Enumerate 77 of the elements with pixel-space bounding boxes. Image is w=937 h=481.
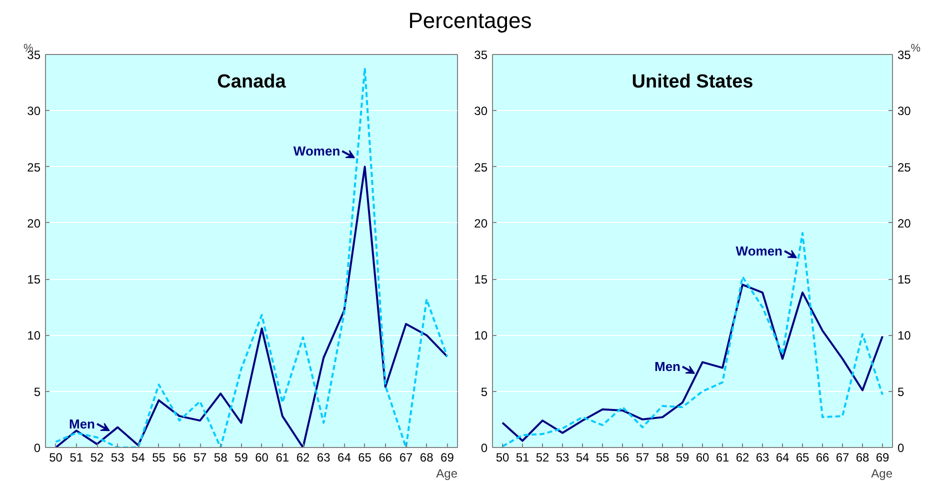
annotation: Women [736,244,783,258]
y-tick-label: 10 [474,328,488,343]
x-tick-label: 51 [70,450,84,464]
x-tick-label: 60 [696,450,710,464]
x-tick-label: 53 [556,450,570,464]
y-tick-label: 25 [474,160,488,174]
x-tick-label: 64 [338,450,352,464]
x-tick-label: 51 [516,450,530,464]
y2-tick-label: 0 [898,441,904,455]
y-tick-label: 15 [27,272,41,287]
x-tick-label: 61 [716,450,730,464]
y2-tick-label: 15 [898,272,912,287]
y2-tick-label: 5 [898,384,904,399]
x-tick-label: 65 [358,450,372,464]
x-tick-label: 52 [90,450,104,464]
x-tick-label: 63 [756,450,770,464]
x-tick-label: 59 [234,450,248,464]
x-tick-label: 58 [214,450,228,464]
y-tick-label: 35 [474,48,488,62]
x-tick-label: 54 [132,450,146,464]
y-tick-label: 20 [27,216,41,230]
x-tick-label: 56 [616,450,630,464]
line-series [502,232,884,448]
line-series [502,284,884,442]
x-tick-label: 62 [736,450,750,464]
y2-tick-label: 10 [898,328,912,343]
x-tick-label: 63 [316,450,331,464]
y-tick-label: 30 [27,104,41,118]
text: Percentages [408,7,532,35]
y-tick-label: 10 [27,328,41,343]
x-tick-label: 60 [255,450,269,464]
y-tick-label: 30 [474,104,488,118]
x-tick-label: 50 [49,450,63,464]
x-tick-label: 52 [536,450,550,464]
text: Canada [217,72,286,92]
x-tick-label: 55 [596,450,610,464]
annotation: Women [293,144,340,159]
x-tick-label: 67 [399,450,413,464]
x-tick-label: 62 [296,450,310,464]
x-tick-label: 55 [152,450,166,464]
y2-tick-label: 20 [898,216,912,230]
x-tick-label: 67 [836,450,850,464]
x-axis-title: Age [871,466,893,480]
x-tick-label: 66 [378,450,392,464]
x-tick-label: 68 [856,450,870,464]
y-tick-label: 5 [480,384,488,399]
y-tick-label: 0 [34,441,41,455]
line-series [54,166,448,448]
x-tick-label: 58 [656,450,670,464]
x-tick-label: 66 [816,450,830,464]
x-tick-label: 57 [193,450,207,464]
x-tick-label: 68 [420,450,434,464]
y-tick-label: 20 [474,216,488,230]
y-tick-label: 15 [474,272,488,287]
x-tick-label: 64 [776,450,790,464]
x-tick-label: 61 [276,450,290,464]
text: United States [632,72,754,92]
annotation: Men [654,359,681,374]
y2-tick-label: 25 [898,160,912,174]
x-tick-label: 56 [172,450,186,464]
y-tick-label: 0 [480,441,488,455]
y-tick-label: 25 [27,160,41,174]
x-axis-title: Age [436,466,458,480]
y2-tick-label: 30 [898,104,912,118]
x-tick-label: 59 [676,450,690,464]
x-tick-label: 69 [440,450,454,464]
y-tick-label: 5 [34,384,41,399]
annotation: Men [69,416,96,432]
x-tick-label: 50 [496,450,510,464]
y2-axis-title: % [910,42,921,54]
x-tick-label: 53 [110,450,125,464]
x-tick-label: 69 [876,450,890,464]
x-tick-label: 54 [576,450,590,464]
x-tick-label: 65 [796,450,810,464]
line-series [54,66,448,448]
y2-tick-label: 35 [898,48,912,62]
x-tick-label: 57 [636,450,650,464]
